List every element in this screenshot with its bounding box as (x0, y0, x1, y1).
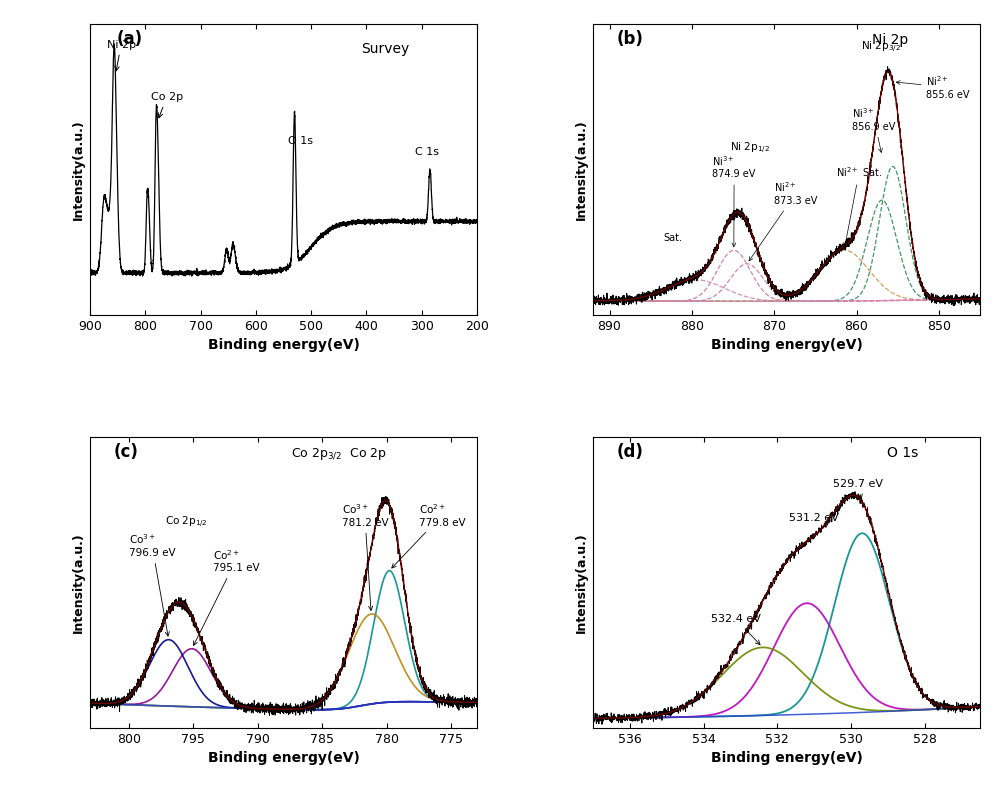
Text: Ni$^{2+}$
855.6 eV: Ni$^{2+}$ 855.6 eV (896, 74, 970, 100)
Text: Co$^{2+}$
779.8 eV: Co$^{2+}$ 779.8 eV (392, 502, 466, 568)
Text: C 1s: C 1s (415, 146, 439, 157)
Text: Co$^{3+}$
796.9 eV: Co$^{3+}$ 796.9 eV (129, 533, 175, 636)
Text: Co 2p: Co 2p (151, 92, 183, 118)
Text: Ni$^{3+}$
856.9 eV: Ni$^{3+}$ 856.9 eV (852, 106, 896, 153)
Text: Co$^{3+}$
781.2 eV: Co$^{3+}$ 781.2 eV (342, 502, 388, 610)
Y-axis label: Intensity(a.u.): Intensity(a.u.) (574, 119, 587, 220)
X-axis label: Binding energy(eV): Binding energy(eV) (711, 338, 862, 352)
Text: Ni 2p: Ni 2p (872, 34, 908, 47)
Text: 529.7 eV: 529.7 eV (833, 479, 883, 498)
Text: O 1s: O 1s (288, 135, 313, 146)
X-axis label: Binding energy(eV): Binding energy(eV) (208, 751, 359, 766)
Y-axis label: Intensity(a.u.): Intensity(a.u.) (574, 532, 587, 633)
Text: Ni 2p: Ni 2p (107, 40, 136, 70)
Text: Ni 2p$_{3/2}$: Ni 2p$_{3/2}$ (861, 40, 901, 55)
Text: 532.4 eV: 532.4 eV (711, 614, 761, 645)
Text: (a): (a) (117, 30, 143, 48)
Text: Co 2p$_{1/2}$: Co 2p$_{1/2}$ (165, 515, 208, 530)
Text: Ni$^{2+}$
873.3 eV: Ni$^{2+}$ 873.3 eV (749, 181, 818, 261)
Text: O 1s: O 1s (887, 446, 918, 461)
Text: (b): (b) (616, 30, 643, 48)
X-axis label: Binding energy(eV): Binding energy(eV) (208, 338, 359, 352)
Y-axis label: Intensity(a.u.): Intensity(a.u.) (71, 119, 84, 220)
Text: (c): (c) (113, 443, 138, 462)
X-axis label: Binding energy(eV): Binding energy(eV) (711, 751, 862, 766)
Text: Survey: Survey (361, 42, 409, 56)
Text: Co$^{2+}$
795.1 eV: Co$^{2+}$ 795.1 eV (194, 548, 259, 646)
Y-axis label: Intensity(a.u.): Intensity(a.u.) (71, 532, 84, 633)
Text: Sat.: Sat. (663, 233, 682, 243)
Text: Ni$^{2+}$ Sat.: Ni$^{2+}$ Sat. (836, 166, 882, 246)
Text: Ni$^{3+}$
874.9 eV: Ni$^{3+}$ 874.9 eV (712, 154, 756, 247)
Text: (d): (d) (616, 443, 643, 462)
Text: 531.2 eV: 531.2 eV (789, 514, 839, 523)
Text: Co 2p$_{3/2}$  Co 2p: Co 2p$_{3/2}$ Co 2p (291, 447, 387, 462)
Text: Ni 2p$_{1/2}$: Ni 2p$_{1/2}$ (730, 141, 769, 156)
